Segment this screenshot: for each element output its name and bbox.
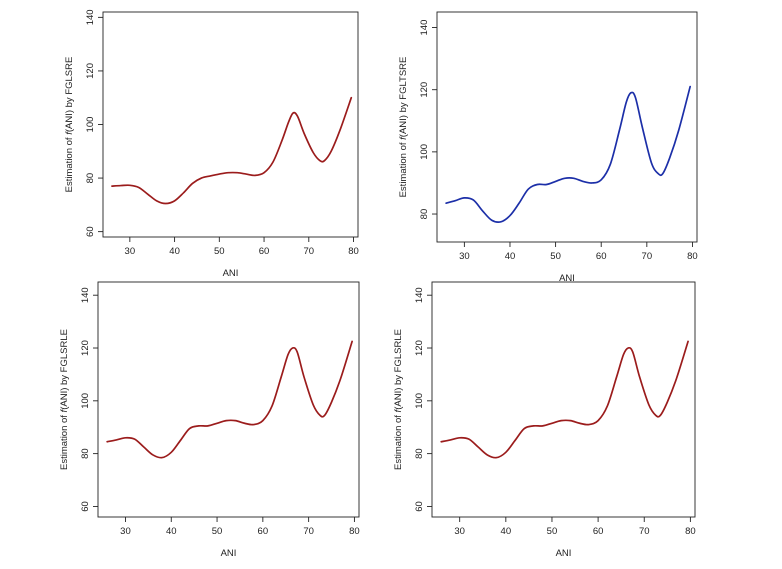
x-tick-label: 50 [212,526,223,537]
x-tick-label: 60 [258,526,269,537]
plot-frame [436,11,698,243]
y-axis-label-function: f [393,408,404,412]
y-tick-label: 120 [414,340,425,356]
x-tick-label: 30 [459,251,470,262]
y-tick-label: 60 [414,501,425,512]
x-tick-label: 70 [642,251,653,262]
y-tick-label: 100 [80,393,91,409]
x-tick-label: 50 [214,246,225,257]
chart-panel-2: 30 40 50 60 70 80 80 100 120 140 ANI Estimation of … [398,11,698,284]
y-axis-label-prefix: Estimation of [64,135,75,193]
x-tick-label: 80 [348,246,359,257]
x-tick-label: 30 [454,526,465,537]
series-line-fglsrle [106,340,353,459]
y-tick-label: 120 [419,82,430,98]
x-axis-label: ANI [559,273,575,284]
series-line-fgltsre [445,85,692,223]
y-axis-label: Estimation of f(ANI) by FGLSRLE [59,329,70,470]
y-tick-label: 80 [419,209,430,220]
y-axis-label: Estimation of f(ANI) by FGLSRLE [393,329,404,470]
x-axis-label: ANI [223,268,239,279]
x-tick-label: 60 [259,246,270,257]
y-tick-label: 60 [85,226,96,237]
y-tick-label: 80 [80,448,91,459]
x-axis-label: ANI [556,548,572,559]
y-axis-label-prefix: Estimation of [393,412,404,470]
y-tick-label: 140 [80,287,91,303]
x-tick-label: 40 [505,251,516,262]
y-axis-label-function: f [398,136,409,140]
plot-frame [431,281,696,518]
chart-panel-1: 30 40 50 60 70 80 60 80 100 120 140 ANI Estimation o… [64,9,359,279]
x-tick-label: 40 [166,526,177,537]
x-tick-label: 40 [169,246,180,257]
x-tick-label: 40 [501,526,512,537]
x-axis-label: ANI [221,548,237,559]
y-axis-label-prefix: Estimation of [398,140,409,198]
x-tick-label: 70 [304,246,315,257]
y-axis-label-function: f [64,131,75,135]
x-tick-label: 70 [303,526,314,537]
y-axis-label-suffix: (ANI) by FGLTSRE [398,57,409,138]
y-tick-label: 140 [414,287,425,303]
y-axis-label-prefix: Estimation of [59,412,70,470]
x-tick-label: 70 [639,526,650,537]
y-tick-label: 140 [419,20,430,36]
y-axis-label-suffix: (ANI) by FGLSRLE [393,329,404,410]
x-tick-label: 60 [596,251,607,262]
y-tick-label: 80 [85,173,96,184]
series-line-fglsre [111,96,353,205]
chart-panel-4: 30 40 50 60 70 80 60 80 100 120 140 ANI Estimation o… [393,281,696,559]
x-tick-label: 80 [349,526,360,537]
y-axis-label: Estimation of f(ANI) by FGLTSRE [398,57,409,198]
x-tick-label: 50 [547,526,558,537]
x-tick-label: 80 [685,526,696,537]
x-tick-label: 30 [120,526,131,537]
plot-frame [97,281,360,518]
x-tick-label: 60 [593,526,604,537]
y-tick-label: 60 [80,501,91,512]
y-tick-label: 120 [80,340,91,356]
series-line-fglsrle [440,340,689,459]
x-tick-label: 50 [550,251,561,262]
chart-panel-3: 30 40 50 60 70 80 60 80 100 120 140 ANI Estimation o… [59,281,360,559]
plot-frame [102,11,359,238]
y-axis-label-suffix: (ANI) by FGLSRE [64,57,75,133]
y-tick-label: 100 [414,393,425,409]
x-tick-label: 30 [125,246,136,257]
y-tick-label: 100 [85,117,96,133]
y-tick-label: 120 [85,63,96,79]
y-axis-label-function: f [59,408,70,412]
y-tick-label: 140 [85,9,96,25]
y-axis-label: Estimation of f(ANI) by FGLSRE [64,57,75,193]
y-tick-label: 80 [414,448,425,459]
y-tick-label: 100 [419,144,430,160]
x-tick-label: 80 [687,251,698,262]
y-axis-label-suffix: (ANI) by FGLSRLE [59,329,70,410]
